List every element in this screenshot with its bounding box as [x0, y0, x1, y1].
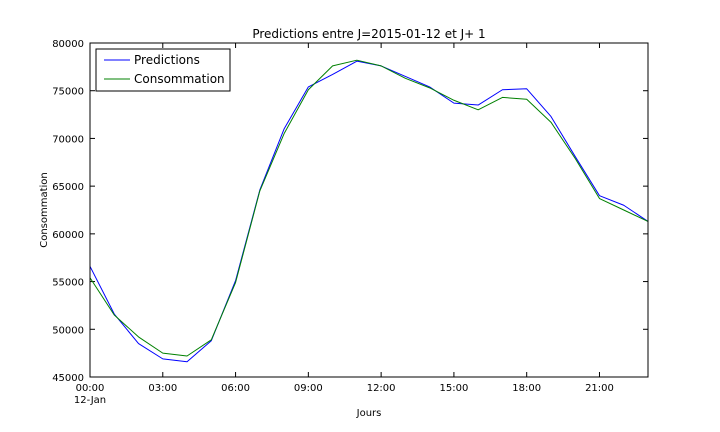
y-tick-label: 50000 — [52, 325, 84, 336]
x-tick-label: 03:00 — [148, 383, 177, 394]
series-points-predictions — [89, 60, 649, 363]
y-tick-label: 45000 — [52, 373, 84, 384]
y-tick-label: 80000 — [52, 39, 84, 50]
x-tick-label: 12:00 — [367, 383, 396, 394]
legend: Predictions Consommation — [95, 48, 231, 92]
x-tick-label: 18:00 — [512, 383, 541, 394]
y-tick-label: 70000 — [52, 134, 84, 145]
chart-title: Predictions entre J=2015-01-12 et J+ 1 — [252, 27, 485, 41]
x-tick-label: 06:00 — [221, 383, 250, 394]
legend-box — [95, 48, 231, 92]
legend-label: Predictions — [134, 53, 200, 67]
legend-label: Consommation — [134, 72, 225, 86]
y-tick-label: 60000 — [52, 230, 84, 241]
x-axis-label: Jours — [356, 408, 382, 419]
y-tick-label: 65000 — [52, 182, 84, 193]
x-tick-label: 09:00 — [294, 383, 323, 394]
y-tick-label: 55000 — [52, 278, 84, 289]
y-axis-ticks: 45000 50000 55000 60000 65000 70000 75000 80000 — [52, 39, 648, 384]
plot-frame — [89, 42, 649, 378]
x-tick-label: 21:00 — [585, 383, 614, 394]
series-line-predictions — [89, 60, 649, 363]
x-tick-sublabel: 12-Jan — [74, 395, 106, 406]
y-axis-label: Consommation — [39, 172, 50, 248]
series-points-consommation — [89, 59, 649, 357]
x-tick-label: 15:00 — [439, 383, 468, 394]
x-tick-label: 00:00 — [76, 383, 105, 394]
series-line-consommation — [89, 59, 649, 357]
series-lines — [89, 59, 649, 363]
y-tick-label: 75000 — [52, 87, 84, 98]
